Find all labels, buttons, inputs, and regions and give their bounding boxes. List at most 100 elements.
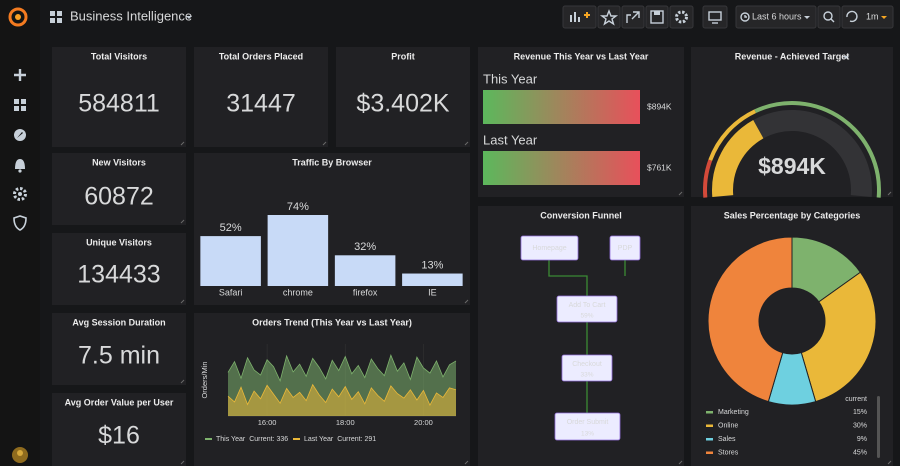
pie-slice — [707, 236, 793, 403]
x-tick-label: chrome — [283, 287, 313, 297]
funnel-node — [554, 412, 621, 441]
stat-panel: Total Orders Placed 31447 — [194, 47, 328, 147]
panel-title: New Visitors — [92, 157, 146, 167]
bar — [267, 215, 329, 286]
threshold-band — [754, 101, 881, 198]
panel-title: Avg Session Duration — [72, 317, 165, 327]
panel-title: Avg Order Value per User — [65, 397, 174, 407]
pie-panel: Sales Percentage by Categories current Mar… — [691, 206, 893, 466]
bar-panel: Traffic By Browser 52% Safari 74% chrome 32% f… — [194, 153, 470, 305]
dashboards-icon[interactable] — [14, 99, 26, 111]
bar-gauge-bar — [483, 151, 640, 185]
bar-gauge-bar — [483, 90, 640, 124]
explore-icon[interactable] — [14, 129, 26, 141]
legend-swatch — [706, 424, 713, 427]
admin-icon[interactable] — [13, 215, 27, 231]
legend-scrollbar — [877, 396, 880, 458]
legend-swatch — [293, 438, 300, 440]
stat-value: 60872 — [84, 183, 154, 211]
legend-swatch — [706, 438, 713, 441]
legend-stat-label: Current: — [337, 436, 362, 443]
legend-name: Online — [718, 422, 738, 429]
bar-gauge-value: $761K — [647, 162, 672, 172]
star-button[interactable] — [597, 5, 621, 29]
refresh-picker[interactable]: 1m — [841, 5, 894, 29]
line-panel: Orders Trend (This Year vs Last Year) Ord… — [194, 313, 470, 466]
add-panel-button[interactable] — [562, 5, 597, 29]
bar-gauge-panel: Revenue This Year vs Last Year This Year $… — [478, 47, 684, 197]
time-picker[interactable]: Last 6 hours — [735, 5, 817, 29]
legend-current: 336 — [276, 436, 288, 443]
resize-handle — [180, 379, 185, 384]
funnel-node-label: Add To Cart — [569, 302, 606, 309]
funnel-node-value: 33% — [580, 372, 593, 379]
panel-title: Sales Percentage by Categories — [724, 210, 861, 220]
resize-handle — [678, 191, 683, 196]
bar-value-label: 52% — [220, 222, 242, 234]
settings-button[interactable] — [669, 5, 694, 29]
panel-title: Revenue - Achieved Target — [735, 51, 850, 61]
legend-value: 30% — [853, 422, 867, 429]
bar-value-label: 32% — [354, 241, 376, 253]
panel-bg — [52, 47, 186, 147]
bar-value-label: 13% — [421, 259, 443, 271]
bar — [402, 273, 463, 286]
stat-panel: Total Visitors 584811 — [52, 47, 186, 147]
dashboard-icon — [50, 11, 62, 23]
bar — [200, 236, 261, 286]
alerting-icon[interactable] — [15, 159, 25, 173]
legend-name: Stores — [718, 449, 739, 456]
panel-title: Unique Visitors — [86, 237, 152, 247]
legend-swatch — [205, 438, 212, 440]
x-tick-label: firefox — [353, 287, 378, 297]
legend-value: 9% — [857, 436, 867, 443]
bar-gauge-value: $894K — [647, 101, 672, 111]
funnel-node-value: 13% — [581, 431, 594, 438]
stat-value: 584811 — [78, 90, 160, 118]
y-axis-label: Orders/Min — [200, 361, 209, 398]
user-avatar[interactable] — [12, 447, 28, 463]
resize-handle — [180, 460, 185, 465]
gauge-value: $894K — [758, 153, 826, 179]
legend-swatch — [706, 451, 713, 454]
resize-handle — [464, 141, 469, 146]
funnel-node-value: 59% — [580, 313, 593, 320]
legend-entry: This Year Current: 336 — [216, 436, 288, 443]
stat-panel: Profit $3.402K — [336, 47, 470, 147]
add-icon[interactable] — [14, 69, 26, 81]
zoom-out-button[interactable] — [817, 5, 841, 29]
legend-header: current — [845, 396, 867, 403]
panel-title: Orders Trend (This Year vs Last Year) — [252, 317, 412, 327]
legend-name: Last Year — [304, 436, 334, 443]
time-range[interactable]: Last 6 hours — [752, 11, 802, 21]
threshold-band — [703, 159, 713, 198]
legend-stat-label: Current: — [249, 436, 274, 443]
grafana-logo[interactable] — [8, 7, 28, 27]
share-button[interactable] — [621, 5, 645, 29]
funnel-node-label: PDP — [618, 245, 633, 252]
dashboard-title[interactable]: Business Intelligence — [70, 8, 192, 23]
panel-bg — [52, 313, 186, 385]
threshold-band — [708, 109, 757, 161]
refresh-interval[interactable]: 1m — [866, 11, 879, 21]
gauge-fill — [712, 120, 764, 197]
gauge-track — [753, 110, 872, 197]
stat-panel: New Visitors 60872 — [52, 153, 186, 225]
panel-bg — [52, 153, 186, 225]
funnel-node — [561, 354, 613, 382]
panel-title: Total Visitors — [91, 51, 147, 61]
title-caret — [843, 56, 849, 59]
panel-title: Total Orders Placed — [219, 51, 303, 61]
title-caret[interactable] — [186, 16, 192, 19]
resize-handle — [322, 141, 327, 146]
funnel-node — [520, 235, 579, 261]
stat-panel: Avg Order Value per User $16 — [52, 393, 186, 466]
panel-bg — [336, 47, 470, 147]
legend-value: 45% — [853, 449, 867, 456]
configuration-icon[interactable] — [13, 187, 27, 201]
resize-handle — [180, 141, 185, 146]
panel-bg — [52, 233, 186, 305]
panel-title: Conversion Funnel — [540, 210, 622, 220]
save-button[interactable] — [645, 5, 669, 29]
tv-mode-button[interactable] — [702, 5, 728, 29]
